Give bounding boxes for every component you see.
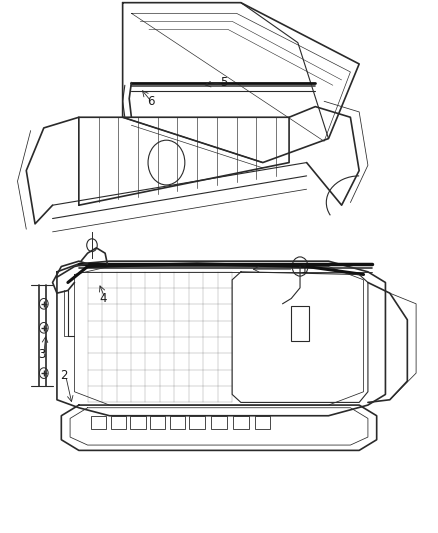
- Text: 1: 1: [300, 263, 308, 276]
- Text: 3: 3: [38, 348, 45, 361]
- Text: 2: 2: [60, 369, 67, 382]
- Text: 6: 6: [147, 95, 155, 108]
- Text: 4: 4: [99, 292, 107, 305]
- Text: 5: 5: [220, 76, 227, 89]
